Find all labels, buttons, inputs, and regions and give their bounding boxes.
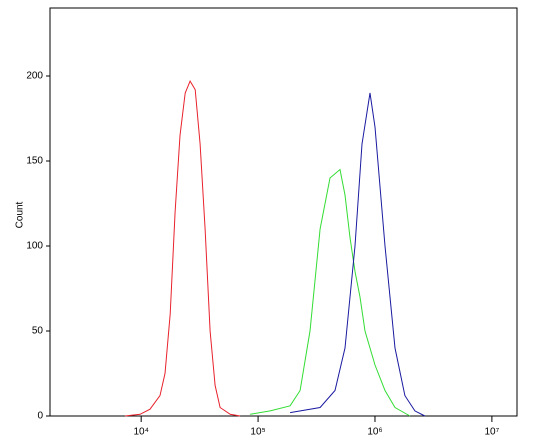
plot-frame bbox=[49, 7, 518, 417]
y-tick-label: 200 bbox=[26, 71, 43, 82]
x-tick-label: 10⁷ bbox=[485, 427, 500, 438]
y-tick-label: 150 bbox=[26, 156, 43, 167]
x-tick-label: 10⁴ bbox=[133, 427, 148, 438]
histogram-line bbox=[125, 79, 241, 417]
histogram-line bbox=[250, 168, 411, 417]
x-tick-label: 10⁶ bbox=[367, 427, 382, 438]
histogram-line bbox=[290, 92, 426, 417]
y-tick-label: 0 bbox=[37, 411, 43, 422]
y-axis-label: Count bbox=[15, 201, 26, 228]
y-tick-label: 50 bbox=[32, 326, 44, 337]
y-tick-label: 100 bbox=[26, 241, 43, 252]
x-tick-label: 10⁵ bbox=[250, 427, 265, 438]
